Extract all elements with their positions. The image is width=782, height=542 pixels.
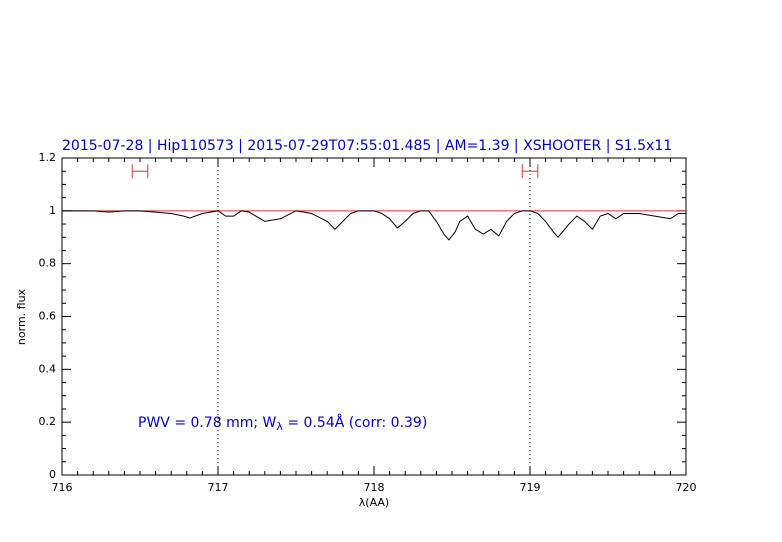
y-tick-label: 1 [49,204,56,217]
y-tick-label: 0.4 [39,362,57,375]
x-tick-label: 718 [364,481,385,494]
annotation-part: = 0.54Å (corr: 0.39) [283,414,427,431]
y-tick-label: 1.2 [39,151,57,164]
y-axis-label: norm. flux [15,288,28,345]
spectrum-line [62,210,686,241]
y-tick-label: 0.8 [39,257,57,270]
annotation-part: PWV = 0.78 mm; W [138,415,277,431]
y-tick-label: 0 [49,468,56,481]
annotation: PWV = 0.78 mm; Wλ = 0.54Å (corr: 0.39) [138,414,427,433]
x-axis-label: λ(AA) [359,496,389,509]
x-tick-label: 720 [676,481,697,494]
x-tick-label: 716 [52,481,73,494]
y-tick-label: 0.2 [39,415,57,428]
x-tick-label: 717 [208,481,229,494]
annotation-subscript: λ [276,420,283,433]
y-tick-label: 0.6 [39,310,57,323]
x-tick-label: 719 [520,481,541,494]
chart-title: 2015-07-28 | Hip110573 | 2015-07-29T07:5… [62,138,672,154]
